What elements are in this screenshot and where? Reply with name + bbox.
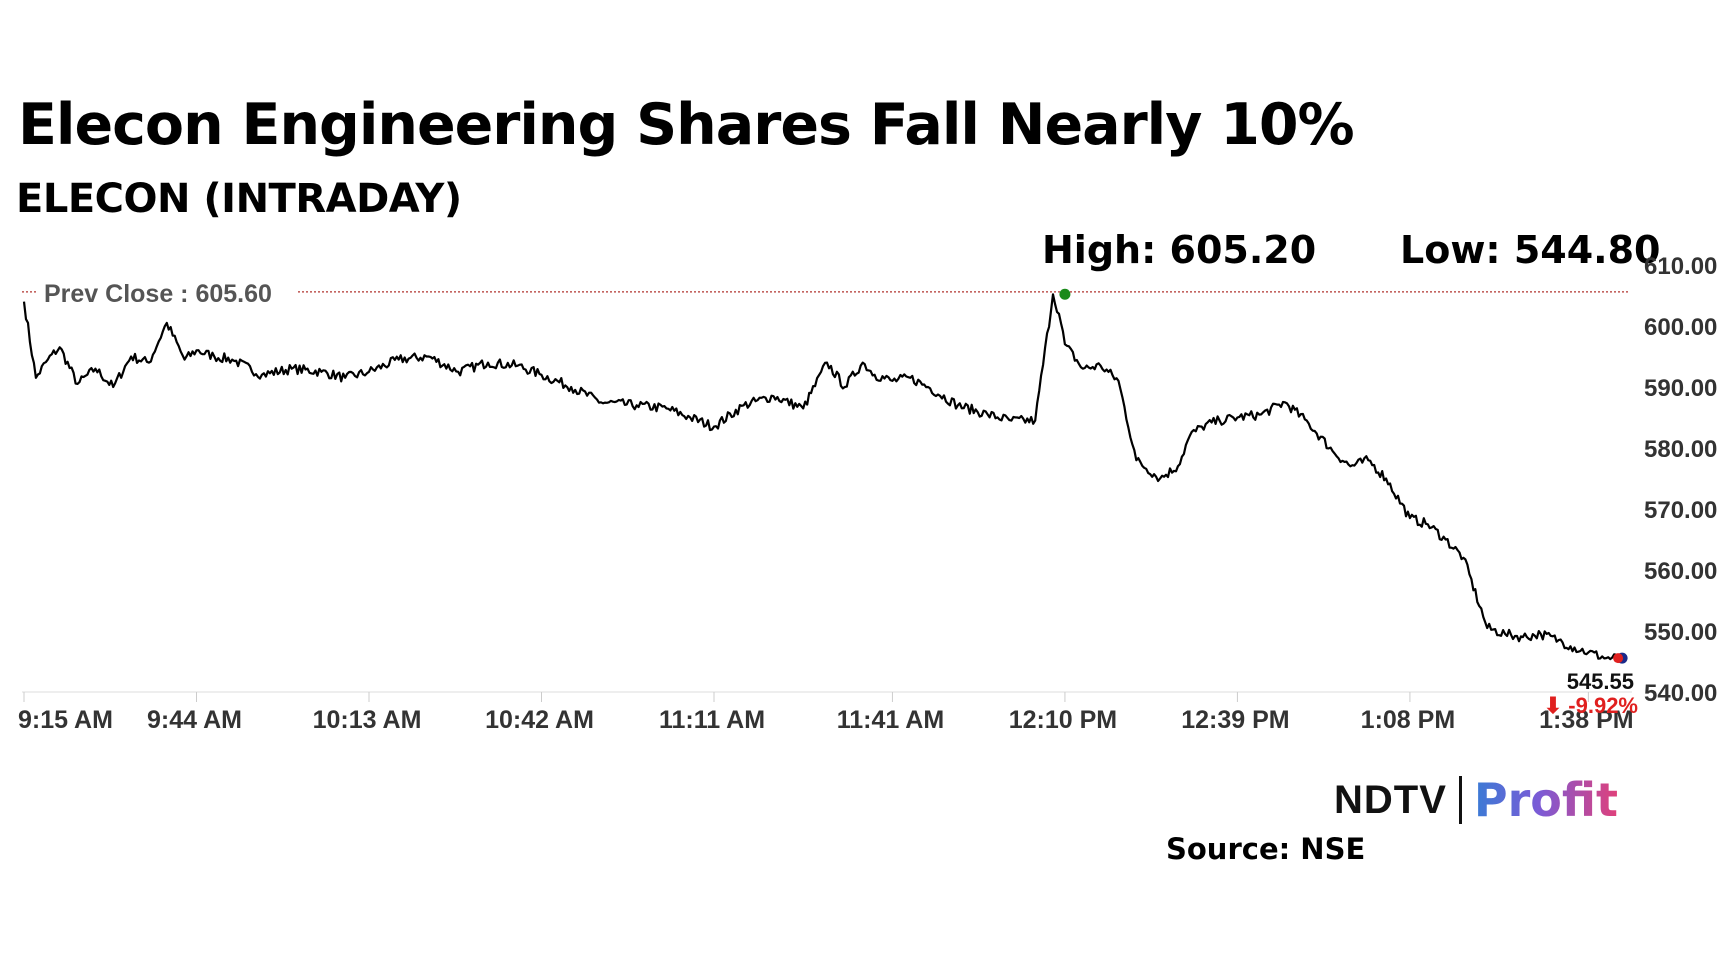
x-tick-label: 1:38 PM: [1539, 706, 1633, 734]
profit-wordmark: Profit: [1473, 773, 1618, 827]
source-note: Source: NSE: [1166, 832, 1366, 866]
chart-subtitle: ELECON (INTRADAY): [16, 176, 462, 222]
y-tick-label: 580.00: [1644, 436, 1717, 463]
last-price-point: [1613, 653, 1624, 664]
ndtv-profit-logo: NDTV Profit: [1334, 773, 1618, 827]
logo-divider: [1458, 776, 1462, 824]
x-tick-label: 10:13 AM: [313, 706, 422, 734]
x-tick-label: 12:10 PM: [1009, 706, 1117, 734]
intraday-line-chart: 9:15 AM 9:44 AM 10:13 AM 10:42 AM 11:11 AM 11…: [18, 253, 1717, 734]
y-tick-label: 590.00: [1644, 375, 1717, 402]
y-tick-label: 610.00: [1644, 253, 1717, 280]
last-price-label: 545.55: [1567, 669, 1634, 694]
day-high-point: [1059, 288, 1071, 300]
high-label: High: 605.20: [1042, 228, 1317, 272]
y-tick-label: 550.00: [1644, 619, 1717, 646]
chart-title: Elecon Engineering Shares Fall Nearly 10…: [18, 92, 1355, 158]
price-line: [22, 293, 1620, 661]
x-tick-label: 11:11 AM: [659, 706, 765, 734]
prev-close-label-bg: [36, 275, 298, 306]
x-tick-label: 10:42 AM: [485, 706, 594, 734]
y-tick-label: 540.00: [1644, 680, 1717, 707]
ndtv-wordmark: NDTV: [1334, 777, 1447, 822]
x-tick-label: 1:08 PM: [1361, 706, 1455, 734]
x-tick-label: 9:15 AM: [18, 706, 113, 734]
prev-close-label: Prev Close : 605.60: [44, 280, 272, 308]
y-tick-label: 600.00: [1644, 314, 1717, 341]
y-tick-label: 570.00: [1644, 497, 1717, 524]
x-tick-label: 11:41 AM: [837, 706, 944, 734]
x-tick-label: 12:39 PM: [1181, 706, 1289, 734]
y-tick-label: 560.00: [1644, 558, 1717, 585]
last-change-label: ⬇ -9.92%: [1544, 693, 1638, 718]
x-tick-label: 9:44 AM: [147, 706, 242, 734]
low-label: Low: 544.80: [1400, 228, 1661, 272]
